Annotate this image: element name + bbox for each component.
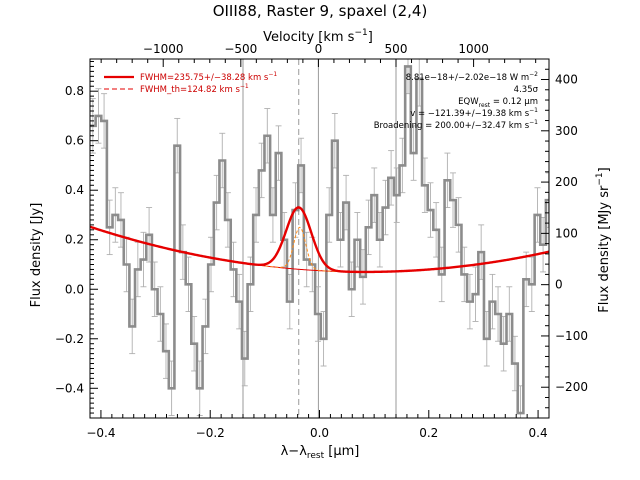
- x-tick-label-3: 0.2: [419, 426, 438, 440]
- fit-annotations: 8.81e−18+/−2.02e−18 W m−2 4.35σ EQWrest …: [374, 71, 539, 131]
- x-tick-label-2: 0.0: [310, 426, 329, 440]
- chart-title: OIII88, Raster 9, spaxel (2,4): [213, 2, 428, 20]
- velocity-tick-label-1: −500: [224, 42, 257, 56]
- x-axis-label: λ−λrest [μm]: [281, 444, 360, 461]
- annotation-velocity: v = −121.39+/−19.38 km s−1: [410, 107, 538, 119]
- annotation-eqw: EQWrest = 0.12 μm: [458, 97, 538, 109]
- velocity-tick-label-4: 1000: [458, 42, 489, 56]
- legend: FWHM=235.75+/−38.28 km s−1 FWHM_th=124.8…: [104, 71, 277, 95]
- y-tick-label-0: −0.4: [55, 381, 84, 395]
- velocity-tick-label-0: −1000: [143, 42, 184, 56]
- y-tick-label-2: 0.0: [65, 282, 84, 296]
- x-tick-label-4: 0.4: [529, 426, 548, 440]
- y-tick-label-6: 0.8: [65, 84, 84, 98]
- right-y-tick-label-6: 400: [555, 73, 578, 87]
- spectrum-data-step: [90, 65, 549, 415]
- y-axis-label-right: Flux density [MJy sr−1]: [595, 167, 612, 312]
- right-y-tick-label-1: −100: [555, 329, 588, 343]
- velocity-tick-label-2: 0: [315, 42, 323, 56]
- x-tick-label-0: −0.4: [86, 426, 115, 440]
- annotation-sigma: 4.35σ: [514, 85, 539, 95]
- gaussian-fit-curve: [90, 206, 549, 274]
- y-tick-label-1: −0.2: [55, 332, 84, 346]
- right-y-tick-label-0: −200: [555, 380, 588, 394]
- annotation-line-flux: 8.81e−18+/−2.02e−18 W m−2: [406, 71, 538, 83]
- right-y-tick-label-3: 100: [555, 226, 578, 240]
- y-tick-label-4: 0.4: [65, 183, 84, 197]
- right-y-tick-label-2: 0: [555, 278, 563, 292]
- right-y-tick-label-4: 200: [555, 175, 578, 189]
- y-axis-label-left: Flux density [Jy]: [29, 203, 44, 308]
- y-tick-label-3: 0.2: [65, 233, 84, 247]
- y-tick-label-5: 0.6: [65, 134, 84, 148]
- x-tick-label-1: −0.2: [196, 426, 225, 440]
- annotation-broadening: Broadening = 200.00+/−32.47 km s−1: [374, 119, 538, 131]
- velocity-tick-label-3: 500: [385, 42, 408, 56]
- legend-fit-label: FWHM=235.75+/−38.28 km s−1: [140, 71, 277, 83]
- legend-theoretical-label: FWHM_th=124.82 km s−1: [140, 83, 249, 95]
- right-y-tick-label-5: 300: [555, 124, 578, 138]
- top-axis-label: Velocity [km s−1]: [263, 28, 373, 45]
